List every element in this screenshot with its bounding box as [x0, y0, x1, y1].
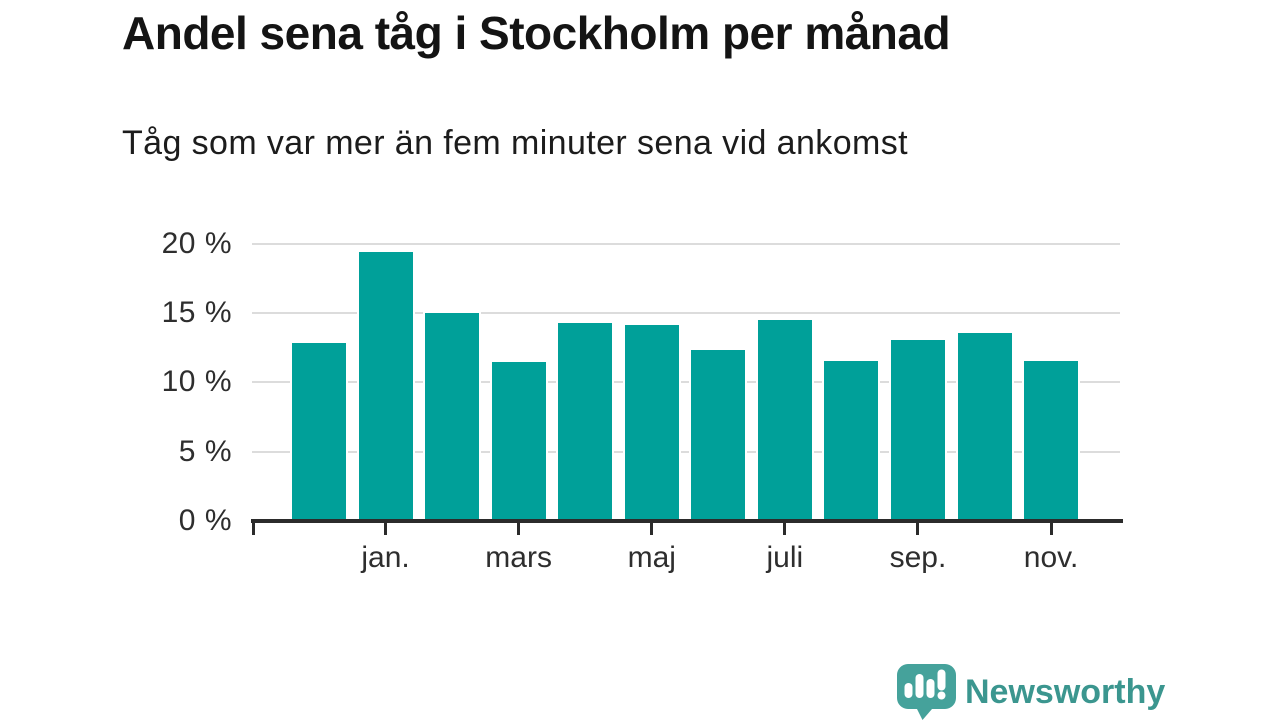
x-axis-tick-juli [783, 521, 787, 535]
gridline-15-percent [252, 311, 1120, 314]
chart-subtitle: Tåg som var mer än fem minuter sena vid … [122, 124, 908, 162]
x-axis-label-jan: jan. [361, 541, 410, 574]
gridline-5-percent [252, 450, 1120, 453]
newsworthy-logo-text: Newsworthy [965, 672, 1166, 711]
x-axis-label-nov: nov. [1023, 541, 1079, 574]
x-axis-tick-nov [1049, 521, 1053, 535]
bar-4-mars [489, 360, 548, 523]
bar-9 [822, 358, 881, 523]
bar-12-nov [1022, 358, 1081, 523]
newsworthy-logo-icon [897, 664, 956, 720]
bar-10-sep [888, 337, 947, 523]
x-axis-label-mars: mars [485, 541, 552, 574]
bar-6-maj [622, 322, 681, 523]
bar-2-jan [356, 250, 415, 523]
x-axis-tick-sep [916, 521, 920, 535]
gridline-20-percent [252, 242, 1120, 245]
x-axis-line [251, 519, 1123, 523]
x-axis-label-juli: juli [766, 541, 804, 574]
bar-3 [423, 311, 482, 523]
gridline-10-percent [252, 381, 1120, 384]
y-axis-label-15-percent: 15 % [161, 295, 232, 329]
x-axis-tick-jan [384, 521, 388, 535]
x-axis-origin-tick [252, 521, 255, 535]
x-axis-label-sep: sep. [889, 541, 947, 574]
chart-title: Andel sena tåg i Stockholm per månad [122, 7, 951, 59]
bar-11 [955, 330, 1014, 523]
y-axis-label-10-percent: 10 % [161, 365, 232, 399]
bar-5 [556, 321, 615, 523]
x-axis-tick-mars [517, 521, 521, 535]
y-axis-label-5-percent: 5 % [178, 434, 232, 468]
x-axis-label-maj: maj [627, 541, 676, 574]
bar-1 [290, 340, 348, 523]
y-axis-label-20-percent: 20 % [161, 226, 232, 260]
newsworthy-logo: Newsworthy [897, 664, 1165, 720]
bar-8-juli [755, 318, 814, 523]
y-axis-label-0-percent: 0 % [178, 504, 232, 537]
x-axis-tick-maj [650, 521, 654, 535]
bar-7 [689, 347, 748, 523]
